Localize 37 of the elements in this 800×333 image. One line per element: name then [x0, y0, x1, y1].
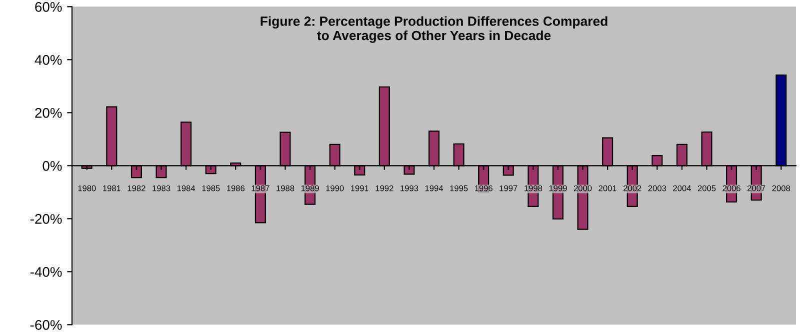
x-tick-label: 1993	[400, 185, 418, 192]
y-tick-label: -40%	[30, 267, 62, 277]
x-tick-label: 2007	[747, 185, 766, 192]
x-tick-label: 2005	[698, 185, 716, 192]
x-tick-label: 1984	[177, 185, 196, 192]
x-tick-label: 1999	[549, 185, 567, 192]
y-tick-label: 20%	[35, 108, 62, 118]
x-tick-label: 1998	[524, 185, 542, 192]
x-tick-label: 1994	[425, 185, 444, 192]
y-tick-label: -20%	[30, 214, 62, 224]
x-tick-label: 2000	[574, 185, 592, 192]
x-tick-label: 1989	[301, 185, 319, 192]
x-tick-label: 2006	[722, 185, 740, 192]
text: Figure 2: Percentage Production Differences Compared to Averages of Other Years in Decade	[260, 16, 608, 43]
y-tick-label: -60%	[30, 320, 62, 330]
x-tick-label: 1980	[78, 185, 96, 192]
y-tick-label: 0%	[42, 161, 62, 171]
x-tick-label: 1992	[376, 185, 394, 192]
x-tick-label: 2004	[673, 185, 691, 192]
y-tick-label: 60%	[35, 2, 62, 12]
x-tick-label: 1990	[326, 185, 344, 192]
x-tick-label: 1988	[276, 185, 294, 192]
x-tick-label: 2003	[648, 185, 666, 192]
x-tick-label: 1996	[474, 185, 492, 192]
x-tick-label: 1986	[227, 185, 245, 192]
x-tick-label: 2001	[598, 185, 616, 192]
x-tick-label: 1983	[152, 185, 170, 192]
x-tick-label: 1987	[252, 185, 270, 192]
x-tick-label: 1985	[202, 185, 220, 192]
y-tick-label: 40%	[34, 54, 62, 65]
x-tick-label: 2002	[624, 185, 642, 192]
x-tick-label: 1997	[500, 185, 518, 192]
x-tick-label: 2008	[772, 185, 790, 192]
x-tick-label: 1991	[350, 185, 368, 192]
x-tick-label: 1982	[128, 185, 146, 192]
x-tick-label: 1981	[103, 185, 121, 192]
x-tick-label: 1995	[450, 185, 468, 192]
